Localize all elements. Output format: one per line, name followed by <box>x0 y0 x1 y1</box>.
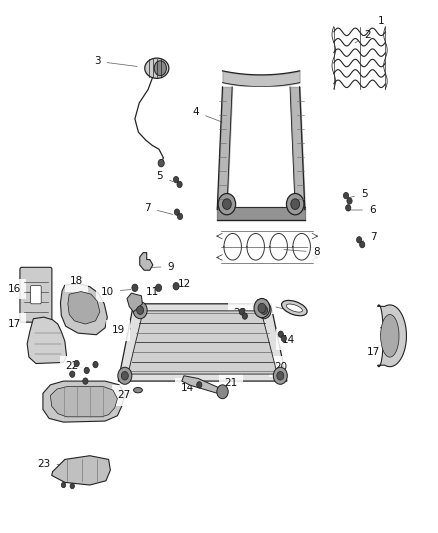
Circle shape <box>261 306 268 314</box>
FancyBboxPatch shape <box>31 286 41 304</box>
Text: 12: 12 <box>177 279 191 289</box>
Circle shape <box>360 241 365 248</box>
Ellipse shape <box>282 301 307 316</box>
Circle shape <box>177 213 183 220</box>
Text: 20: 20 <box>272 362 287 372</box>
Text: 23: 23 <box>37 459 64 469</box>
Text: 13: 13 <box>256 299 288 310</box>
Ellipse shape <box>381 314 399 357</box>
Circle shape <box>357 237 362 243</box>
Polygon shape <box>128 311 277 374</box>
Text: 6: 6 <box>350 205 376 215</box>
Circle shape <box>174 209 180 215</box>
Circle shape <box>291 199 300 209</box>
Circle shape <box>84 367 89 374</box>
Text: 10: 10 <box>101 287 131 296</box>
Circle shape <box>273 367 287 384</box>
Circle shape <box>277 372 284 380</box>
Polygon shape <box>68 292 100 324</box>
Circle shape <box>254 298 270 318</box>
Text: 17: 17 <box>8 319 28 328</box>
Text: 7: 7 <box>360 232 377 242</box>
Circle shape <box>347 198 352 204</box>
FancyBboxPatch shape <box>20 267 52 322</box>
Ellipse shape <box>286 304 302 312</box>
Circle shape <box>257 302 271 319</box>
Polygon shape <box>118 304 287 381</box>
Ellipse shape <box>134 387 142 393</box>
Text: 2: 2 <box>355 30 371 43</box>
Circle shape <box>93 361 98 368</box>
Circle shape <box>70 483 74 489</box>
Polygon shape <box>52 456 110 485</box>
Polygon shape <box>182 376 226 394</box>
Circle shape <box>197 382 202 388</box>
Circle shape <box>346 205 351 211</box>
Text: 16: 16 <box>8 284 28 294</box>
Polygon shape <box>43 381 125 422</box>
Circle shape <box>137 306 144 314</box>
Circle shape <box>121 372 128 380</box>
Circle shape <box>70 371 75 377</box>
Circle shape <box>343 192 349 199</box>
Text: 14: 14 <box>282 335 295 344</box>
Text: 3: 3 <box>94 56 137 67</box>
Polygon shape <box>127 293 142 312</box>
Text: 14: 14 <box>180 383 197 393</box>
Circle shape <box>155 284 162 292</box>
Circle shape <box>281 335 286 342</box>
Circle shape <box>223 199 231 209</box>
Polygon shape <box>378 305 406 367</box>
Text: 8: 8 <box>284 247 320 257</box>
Text: 7: 7 <box>144 203 173 214</box>
Circle shape <box>239 309 244 315</box>
Circle shape <box>173 176 179 183</box>
Text: 27: 27 <box>117 391 132 400</box>
Text: 11: 11 <box>146 287 159 296</box>
Text: 17: 17 <box>367 345 380 357</box>
Polygon shape <box>140 253 153 270</box>
Circle shape <box>217 385 228 399</box>
Text: 18: 18 <box>70 277 83 286</box>
Ellipse shape <box>145 58 169 78</box>
Circle shape <box>154 61 166 76</box>
Circle shape <box>218 193 236 215</box>
Polygon shape <box>60 284 107 335</box>
Polygon shape <box>50 386 117 417</box>
Circle shape <box>74 360 79 367</box>
Text: 21: 21 <box>221 378 238 387</box>
Circle shape <box>242 313 247 319</box>
Circle shape <box>132 284 138 292</box>
Circle shape <box>118 367 132 384</box>
Text: 1: 1 <box>366 16 385 30</box>
Text: 15: 15 <box>379 327 392 336</box>
Circle shape <box>61 482 66 488</box>
Circle shape <box>177 181 182 188</box>
Text: 19: 19 <box>112 326 131 335</box>
Circle shape <box>158 159 164 167</box>
Text: 4: 4 <box>192 107 222 122</box>
Text: 9: 9 <box>150 262 174 271</box>
Circle shape <box>133 302 147 319</box>
Text: 5: 5 <box>347 189 368 199</box>
Circle shape <box>83 378 88 384</box>
Text: 28: 28 <box>233 309 247 318</box>
Text: 5: 5 <box>156 171 173 182</box>
Circle shape <box>286 193 304 215</box>
Polygon shape <box>27 317 67 364</box>
Text: 22: 22 <box>66 361 83 371</box>
Circle shape <box>278 331 283 337</box>
Circle shape <box>173 282 179 290</box>
Circle shape <box>258 303 266 313</box>
